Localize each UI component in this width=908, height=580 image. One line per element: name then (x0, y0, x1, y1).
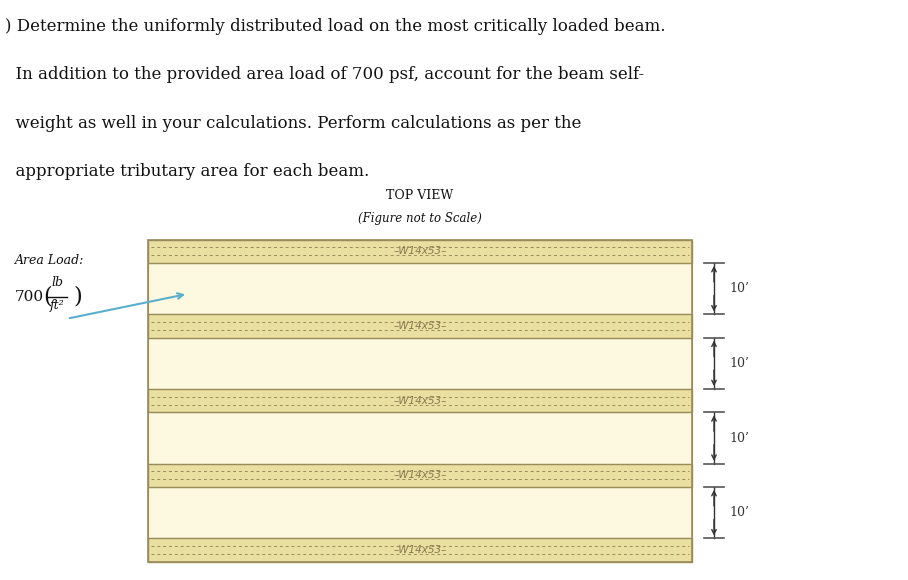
Polygon shape (148, 240, 692, 263)
Text: 10’: 10’ (729, 282, 749, 295)
Text: ) Determine the uniformly distributed load on the most critically loaded beam.: ) Determine the uniformly distributed lo… (5, 17, 665, 35)
Text: –W14x53–: –W14x53– (393, 545, 447, 555)
Polygon shape (148, 412, 692, 463)
Polygon shape (148, 389, 692, 412)
Text: 700: 700 (15, 289, 44, 304)
Polygon shape (148, 538, 692, 561)
Polygon shape (148, 487, 692, 538)
Text: ): ) (73, 286, 82, 308)
Text: –W14x53–: –W14x53– (393, 396, 447, 405)
Polygon shape (148, 314, 692, 338)
Text: 10’: 10’ (729, 432, 749, 444)
Text: –W14x53–: –W14x53– (393, 470, 447, 480)
Text: appropriate tributary area for each beam.: appropriate tributary area for each beam… (5, 163, 369, 180)
Text: –W14x53–: –W14x53– (393, 246, 447, 256)
Text: TOP VIEW: TOP VIEW (387, 188, 454, 202)
Polygon shape (148, 263, 692, 314)
Text: 10’: 10’ (729, 506, 749, 519)
Polygon shape (148, 338, 692, 389)
Text: lb: lb (51, 276, 63, 289)
Polygon shape (148, 463, 692, 487)
Text: In addition to the provided area load of 700 psf, account for the beam self-: In addition to the provided area load of… (5, 66, 644, 83)
Text: (Figure not to Scale): (Figure not to Scale) (358, 212, 482, 224)
Text: Area Load:: Area Load: (15, 253, 84, 267)
Text: weight as well in your calculations. Perform calculations as per the: weight as well in your calculations. Per… (5, 115, 581, 132)
Text: 10’: 10’ (729, 357, 749, 370)
Text: ft²: ft² (50, 299, 64, 311)
Text: (: ( (43, 286, 52, 308)
Text: –W14x53–: –W14x53– (393, 321, 447, 331)
